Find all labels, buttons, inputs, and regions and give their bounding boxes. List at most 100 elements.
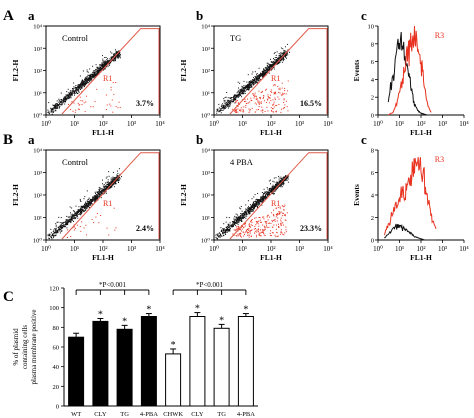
- panel-A-b-event-dot: [218, 103, 220, 105]
- panel-A-a-event-dot: [101, 66, 103, 67]
- panel-A-a-event-dot: [75, 87, 77, 89]
- panel-B-a-event-dot: [101, 188, 103, 190]
- panel-A-b-event-dot: [281, 53, 283, 55]
- panel-B-b-event-dot: [266, 193, 268, 195]
- panel-A-b-event-dot: [270, 58, 271, 60]
- panel-B-a-event-dot: [64, 226, 66, 228]
- panel-B-a-event-dot: [98, 191, 100, 193]
- panel-B-b-event-dot: [219, 236, 221, 238]
- panel-A-b-event-dot: [271, 66, 273, 68]
- panel-A-b-event-dot: [231, 97, 233, 98]
- panel-A-b-event-dot: [254, 71, 256, 73]
- panel-A-a-event-dot: [106, 62, 108, 64]
- panel-A-b-event-dot: [226, 105, 228, 107]
- panel-A-a-event-dot: [73, 87, 75, 89]
- panel-B-b-gated-event-dot: [284, 219, 286, 221]
- panel-B-a-event-dot: [114, 181, 116, 183]
- panel-A-b-gated-event-dot: [236, 100, 238, 101]
- panel-A-b-event-dot: [225, 106, 227, 108]
- panel-B-a-event-dot: [69, 216, 71, 218]
- panel-B-b-event-dot: [247, 207, 249, 209]
- panel-B-b-event-dot: [255, 201, 257, 203]
- panel-A-a-xtick-label: 10⁴: [155, 120, 165, 128]
- panel-A-a-event-dot: [50, 107, 52, 109]
- panel-A-a-event-dot: [79, 87, 81, 89]
- panel-B-b-gated-event-dot: [262, 229, 264, 231]
- panel-B-b-event-dot: [272, 189, 273, 190]
- panel-C-bar: [189, 316, 206, 407]
- panel-A-b-event-dot: [257, 76, 259, 78]
- panel-C-pvalue-annotation: *P<0.001: [196, 281, 224, 289]
- panel-A-a-event-dot: [54, 105, 56, 107]
- panel-B-a-event-dot: [58, 229, 60, 231]
- panel-A-a-event-dot: [118, 56, 120, 58]
- panel-B-b-gated-event-dot: [269, 222, 270, 224]
- panel-B-a-event-dot: [84, 206, 86, 208]
- panel-B-b-event-dot: [261, 200, 263, 202]
- panel-A-a-event-dot: [48, 110, 50, 112]
- panel-A-a-event-dot: [51, 109, 53, 111]
- panel-A-a-event-dot: [90, 77, 92, 79]
- panel-B-a-event-dot: [117, 178, 119, 180]
- panel-B-b-gated-event-dot: [238, 233, 240, 235]
- panel-B-b-gated-event-dot: [251, 219, 252, 221]
- panel-A-b-gated-event-dot: [281, 82, 283, 84]
- panel-A-b-event-dot: [286, 57, 287, 59]
- panel-A-b-event-dot: [267, 69, 269, 71]
- panel-A-a-event-dot: [73, 91, 75, 93]
- panel-A-a-event-dot: [55, 107, 57, 109]
- panel-A-a-event-dot: [95, 74, 97, 76]
- panel-A-a-event-dot: [99, 67, 101, 69]
- panel-B-a-event-dot: [115, 183, 117, 185]
- panel-A-b-ytick-label: 10³: [202, 46, 211, 53]
- panel-A-a-event-dot: [56, 107, 58, 109]
- panel-B-b-event-dot: [277, 186, 279, 187]
- panel-A-b-event-dot: [272, 61, 274, 63]
- panel-B-a-event-dot: [105, 182, 106, 184]
- panel-B-b-gated-event-dot: [255, 224, 257, 226]
- panel-A-a-event-dot: [90, 76, 92, 78]
- panel-A-a-event-dot: [110, 59, 112, 61]
- panel-A-a-event-dot: [113, 55, 115, 57]
- panel-A-b-event-dot: [257, 78, 259, 80]
- panel-A-c-xtick-label: 10²: [416, 120, 425, 128]
- panel-B-a-event-dot: [111, 179, 113, 181]
- panel-A-a-event-dot: [84, 82, 86, 83]
- panel-B-b-gate-label: R1: [271, 199, 280, 208]
- panel-B-a-event-dot: [79, 210, 81, 212]
- panel-B-b-event-dot: [233, 219, 235, 221]
- panel-B-b-event-dot: [261, 201, 263, 203]
- panel-A-b-event-dot: [268, 66, 270, 68]
- panel-A-b-event-dot: [264, 67, 266, 69]
- panel-B-b-gated-event-dot: [281, 223, 283, 225]
- panel-B-b-gated-event-dot: [260, 221, 262, 223]
- panel-B-b-gated-event-dot: [263, 225, 265, 227]
- panel-B-a-event-dot: [103, 185, 105, 187]
- panel-B-b-gated-event-dot: [263, 231, 264, 233]
- panel-A-a-gated-event-dot: [119, 106, 121, 108]
- panel-B-b-event-dot: [266, 187, 268, 189]
- panel-A-b-event-dot: [268, 66, 270, 68]
- panel-B-b-gated-event-dot: [256, 222, 258, 224]
- panel-B-a-event-dot: [72, 216, 74, 218]
- panel-B-b-gated-event-dot: [237, 228, 239, 230]
- panel-B-b-event-dot: [269, 187, 271, 189]
- panel-A-b-event-dot: [234, 99, 236, 101]
- panel-A-b-event-dot: [254, 82, 256, 84]
- panel-B-a-event-dot: [87, 205, 89, 207]
- panel-B-b-gated-event-dot: [266, 221, 268, 223]
- panel-B-a-event-dot: [61, 227, 63, 229]
- panel-A-b-gated-event-dot: [281, 94, 283, 96]
- panel-B-b-gated-event-dot: [279, 233, 281, 235]
- panel-B-b-event-dot: [240, 206, 242, 207]
- panel-A-a-event-dot: [83, 84, 85, 86]
- panel-A-b-event-dot: [275, 61, 277, 63]
- panel-A-a-gated-event-dot: [84, 111, 86, 113]
- panel-A-b-event-dot: [253, 80, 255, 82]
- panel-B-b-gated-event-dot: [280, 221, 282, 223]
- panel-B-b-event-dot: [254, 194, 256, 196]
- panel-A-b-event-dot: [282, 51, 284, 53]
- panel-B-b-event-dot: [274, 186, 275, 188]
- panel-A-b-event-dot: [258, 74, 260, 76]
- panel-A-a-event-dot: [87, 78, 89, 80]
